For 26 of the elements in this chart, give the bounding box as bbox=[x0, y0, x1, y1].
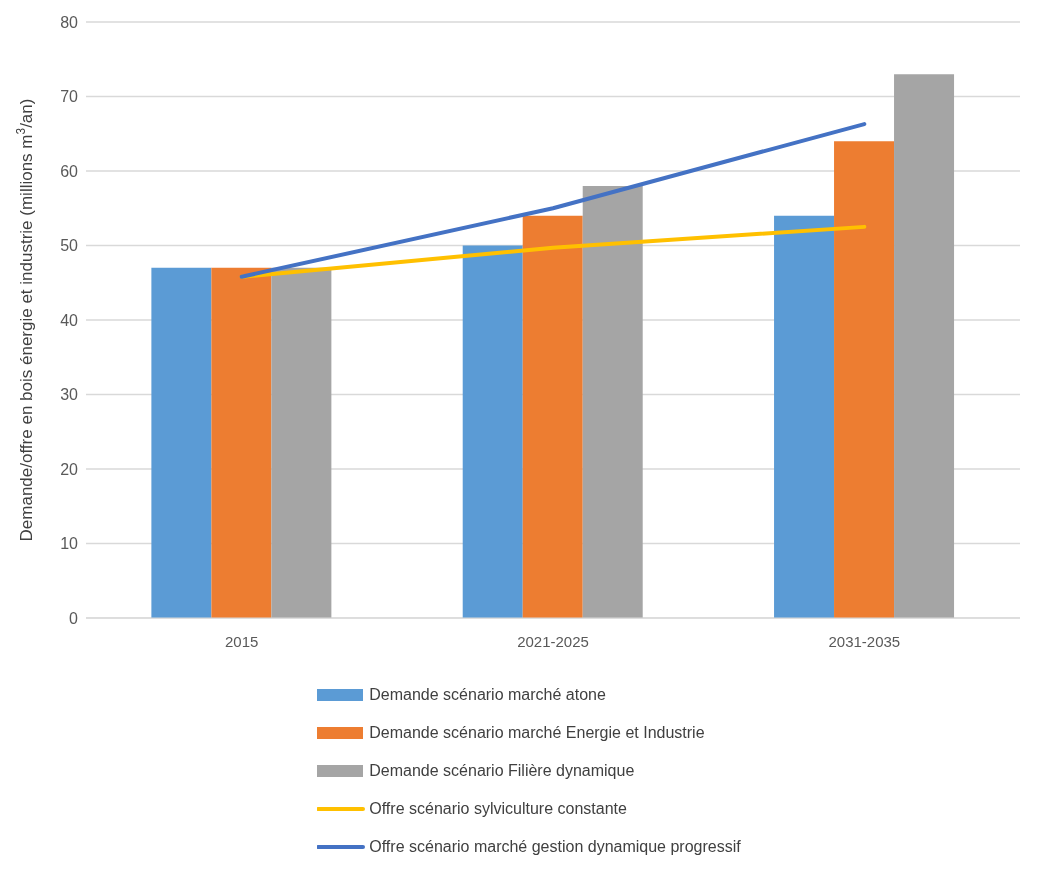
legend-label: Demande scénario marché Energie et Industrie bbox=[369, 724, 705, 742]
x-tick-label: 2021-2025 bbox=[517, 632, 589, 650]
bar bbox=[271, 267, 332, 618]
x-tick-label: 2031-2035 bbox=[828, 632, 901, 650]
legend-label: Offre scénario sylviculture constante bbox=[369, 800, 627, 818]
bar bbox=[522, 215, 583, 618]
bar bbox=[582, 185, 643, 618]
y-tick-label: 0 bbox=[69, 609, 79, 627]
bar bbox=[774, 215, 835, 618]
y-tick-label: 70 bbox=[60, 88, 79, 106]
bar bbox=[151, 267, 212, 618]
x-tick-label: 2015 bbox=[224, 632, 259, 650]
y-tick-label: 50 bbox=[60, 237, 79, 255]
y-tick-label: 60 bbox=[60, 162, 79, 180]
y-tick-label: 30 bbox=[60, 386, 79, 404]
legend-label: Demande scénario marché atone bbox=[369, 686, 606, 704]
y-tick-label: 10 bbox=[60, 535, 79, 553]
bar bbox=[211, 267, 272, 618]
bar bbox=[462, 245, 523, 618]
bar bbox=[834, 141, 895, 618]
bar bbox=[894, 74, 955, 618]
y-tick-label: 20 bbox=[60, 460, 79, 478]
y-tick-label: 40 bbox=[60, 311, 79, 329]
legend-label: Offre scénario marché gestion dynamique progressif bbox=[369, 838, 741, 856]
y-tick-label: 80 bbox=[60, 13, 79, 31]
legend-label: Demande scénario Filière dynamique bbox=[369, 762, 635, 780]
